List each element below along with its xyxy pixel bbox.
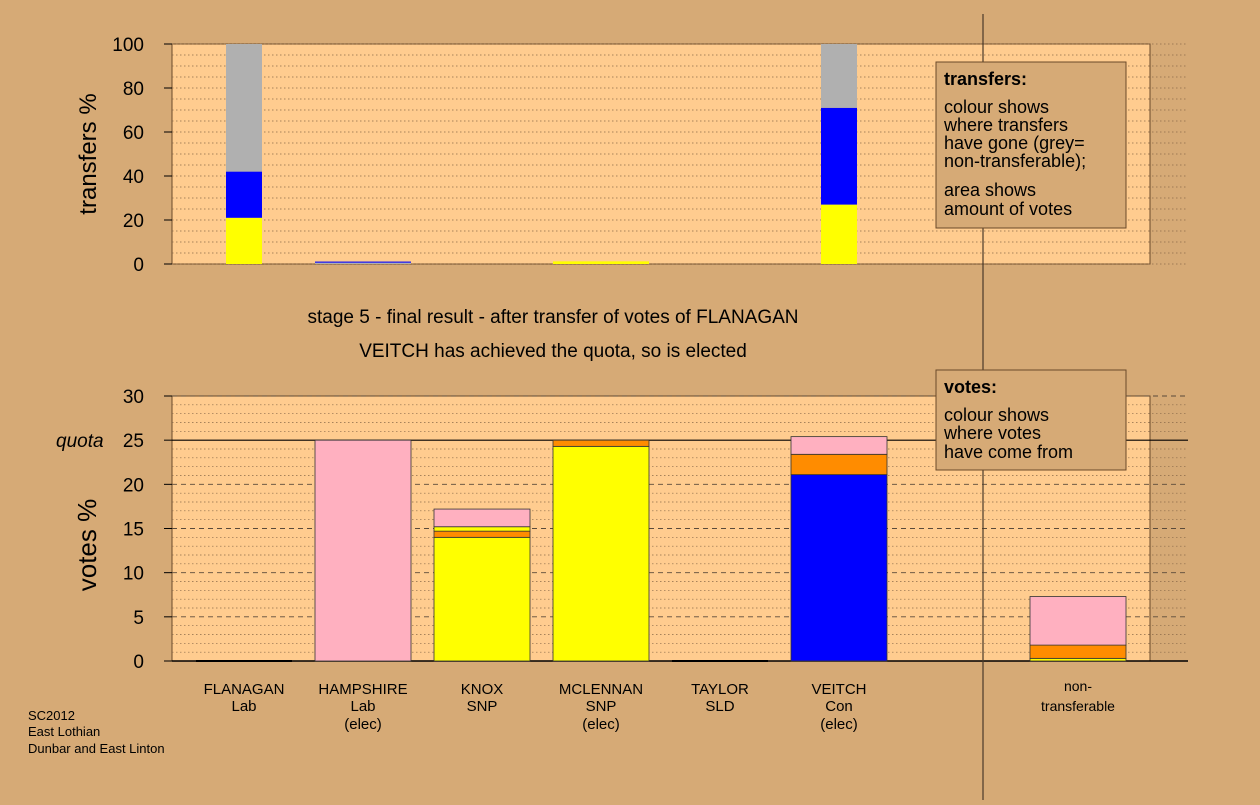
stage-title: stage 5 - final result - after transfer …	[307, 307, 798, 328]
y-tick-label: 15	[123, 520, 144, 541]
candidate-party: SNP	[586, 698, 617, 715]
vote-bar-segment	[1029, 596, 1127, 646]
candidate-name: HAMPSHIRE	[318, 681, 407, 698]
vote-bar-segment	[790, 436, 888, 455]
candidate-elected-note: (elec)	[344, 716, 382, 733]
transfer-bar-segment	[315, 262, 411, 264]
vote-bar-segment	[552, 439, 650, 447]
vote-bar-segment	[433, 530, 531, 538]
footer-line: East Lothian	[28, 724, 100, 739]
candidate-name: TAYLOR	[691, 681, 749, 698]
vote-bar-segment	[433, 536, 531, 662]
candidate-party: Lab	[231, 698, 256, 715]
votes-legend-line: have come from	[944, 442, 1073, 462]
candidate-party: Con	[825, 698, 853, 715]
candidate-name: FLANAGAN	[204, 681, 285, 698]
footer-line: SC2012	[28, 708, 75, 723]
y-tick-label: 30	[123, 387, 144, 408]
vote-bar-segment	[1029, 644, 1127, 659]
transfer-bar-segment	[226, 44, 262, 172]
nontransferable-label: transferable	[1041, 698, 1115, 714]
transfers-legend-line: area shows	[944, 180, 1036, 200]
y-tick-label: 25	[123, 431, 144, 452]
transfer-bar-segment	[553, 261, 649, 264]
vote-bar-segment	[433, 508, 531, 528]
transfers-legend-line: colour shows	[944, 97, 1049, 117]
vote-bar-segment	[790, 453, 888, 476]
transfer-bar-segment	[821, 107, 857, 205]
vote-bar-segment	[314, 439, 412, 662]
transfer-bar-segment	[821, 204, 857, 264]
y-tick-label: 0	[133, 652, 144, 673]
transfers-legend-line: non-transferable);	[944, 151, 1086, 171]
votes-y-axis-label: votes %	[72, 499, 102, 592]
candidate-party: SNP	[467, 698, 498, 715]
candidate-party: SLD	[705, 698, 734, 715]
votes-legend-title: votes:	[944, 377, 997, 397]
footer-line: Dunbar and East Linton	[28, 741, 165, 756]
y-tick-label: 20	[123, 475, 144, 496]
y-tick-label: 5	[133, 608, 144, 629]
quota-label: quota	[56, 431, 104, 452]
y-tick-label: 10	[123, 564, 144, 585]
vote-bar-segment	[433, 526, 531, 532]
candidate-elected-note: (elec)	[582, 716, 620, 733]
transfer-bar-segment	[226, 171, 262, 218]
transfers-legend-line: have gone (grey=	[944, 133, 1085, 153]
y-tick-label: 40	[123, 167, 144, 188]
candidate-name: MCLENNAN	[559, 681, 643, 698]
transfer-bar-segment	[821, 44, 857, 108]
vote-bar-segment	[790, 474, 888, 662]
candidate-name: KNOX	[461, 681, 504, 698]
votes-legend-line: where votes	[943, 423, 1041, 443]
votes-legend-line: colour shows	[944, 405, 1049, 425]
y-tick-label: 20	[123, 211, 144, 232]
transfers-legend-box	[935, 61, 1127, 229]
nontransferable-label: non-	[1064, 678, 1092, 694]
elected-status: VEITCH has achieved the quota, so is ele…	[359, 341, 747, 362]
candidate-party: Lab	[350, 698, 375, 715]
y-tick-label: 80	[123, 79, 144, 100]
transfers-legend-line: where transfers	[943, 115, 1068, 135]
transfer-bar-segment	[315, 261, 411, 263]
transfers-y-axis-label: transfers %	[75, 93, 102, 214]
y-tick-label: 0	[133, 255, 144, 276]
transfer-bar-segment	[226, 217, 262, 264]
candidate-name: VEITCH	[811, 681, 866, 698]
vote-bar-segment	[552, 445, 650, 662]
votes-legend-box	[935, 369, 1127, 471]
transfers-legend-line: amount of votes	[944, 199, 1072, 219]
transfers-legend-title: transfers:	[944, 69, 1027, 89]
y-tick-label: 100	[112, 35, 144, 56]
candidate-elected-note: (elec)	[820, 716, 858, 733]
y-tick-label: 60	[123, 123, 144, 144]
